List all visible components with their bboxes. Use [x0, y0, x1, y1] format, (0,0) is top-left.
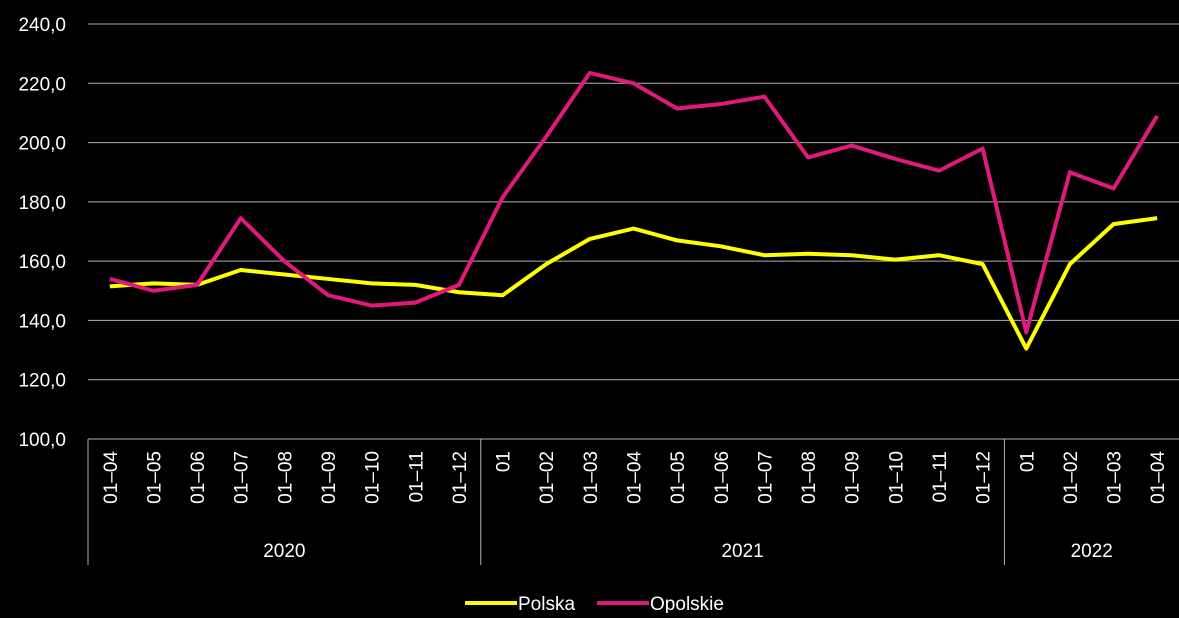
x-tick-label: 01–08 [799, 451, 820, 504]
y-tick-label: 100,0 [18, 430, 66, 451]
x-tick-label: 01–12 [450, 451, 471, 504]
x-tick-label: 01–09 [319, 451, 340, 504]
y-tick-label: 160,0 [18, 252, 66, 273]
x-tick-label: 01 [494, 451, 515, 472]
x-tick-label: 01–07 [755, 451, 776, 504]
x-tick-label: 01–04 [625, 451, 646, 504]
x-tick-label: 01–09 [843, 451, 864, 504]
group-label: 2021 [721, 541, 763, 562]
line-series [109, 70, 1159, 335]
x-tick-label: 01–08 [275, 451, 296, 504]
x-tick-label: 01–05 [668, 451, 689, 504]
y-tick-label: 180,0 [18, 193, 66, 214]
x-tick-label: 01–06 [712, 451, 733, 504]
x-tick-label: 01–11 [406, 451, 427, 502]
x-tick-label: 01–05 [144, 451, 165, 504]
y-tick-label: 120,0 [18, 371, 66, 392]
y-tick-label: 140,0 [18, 311, 66, 332]
x-tick-label: 01–10 [886, 451, 907, 504]
x-tick-label: 01–07 [232, 451, 253, 504]
x-tick-label: 01–04 [1148, 451, 1169, 504]
x-tick-label: 01–03 [1105, 451, 1126, 504]
y-tick-label: 200,0 [18, 134, 66, 155]
line-series [109, 216, 1158, 351]
x-tick-label: 01–02 [1061, 451, 1082, 504]
legend-label: Opolskie [650, 594, 724, 613]
x-tick-label: 01–06 [188, 451, 209, 504]
x-tick-label: 01–12 [974, 451, 995, 504]
legend-label: Polska [518, 594, 575, 613]
x-tick-label: 01–02 [537, 451, 558, 504]
y-tick-label: 240,0 [18, 15, 66, 36]
x-tick-label: 01–04 [101, 451, 122, 504]
x-tick-label: 01–11 [930, 451, 951, 502]
y-tick-label: 220,0 [18, 74, 66, 95]
x-tick-label: 01 [1017, 451, 1038, 472]
group-label: 2022 [1071, 541, 1113, 562]
group-label: 2020 [263, 541, 305, 562]
x-tick-label: 01–10 [363, 451, 384, 504]
x-tick-label: 01–03 [581, 451, 602, 504]
